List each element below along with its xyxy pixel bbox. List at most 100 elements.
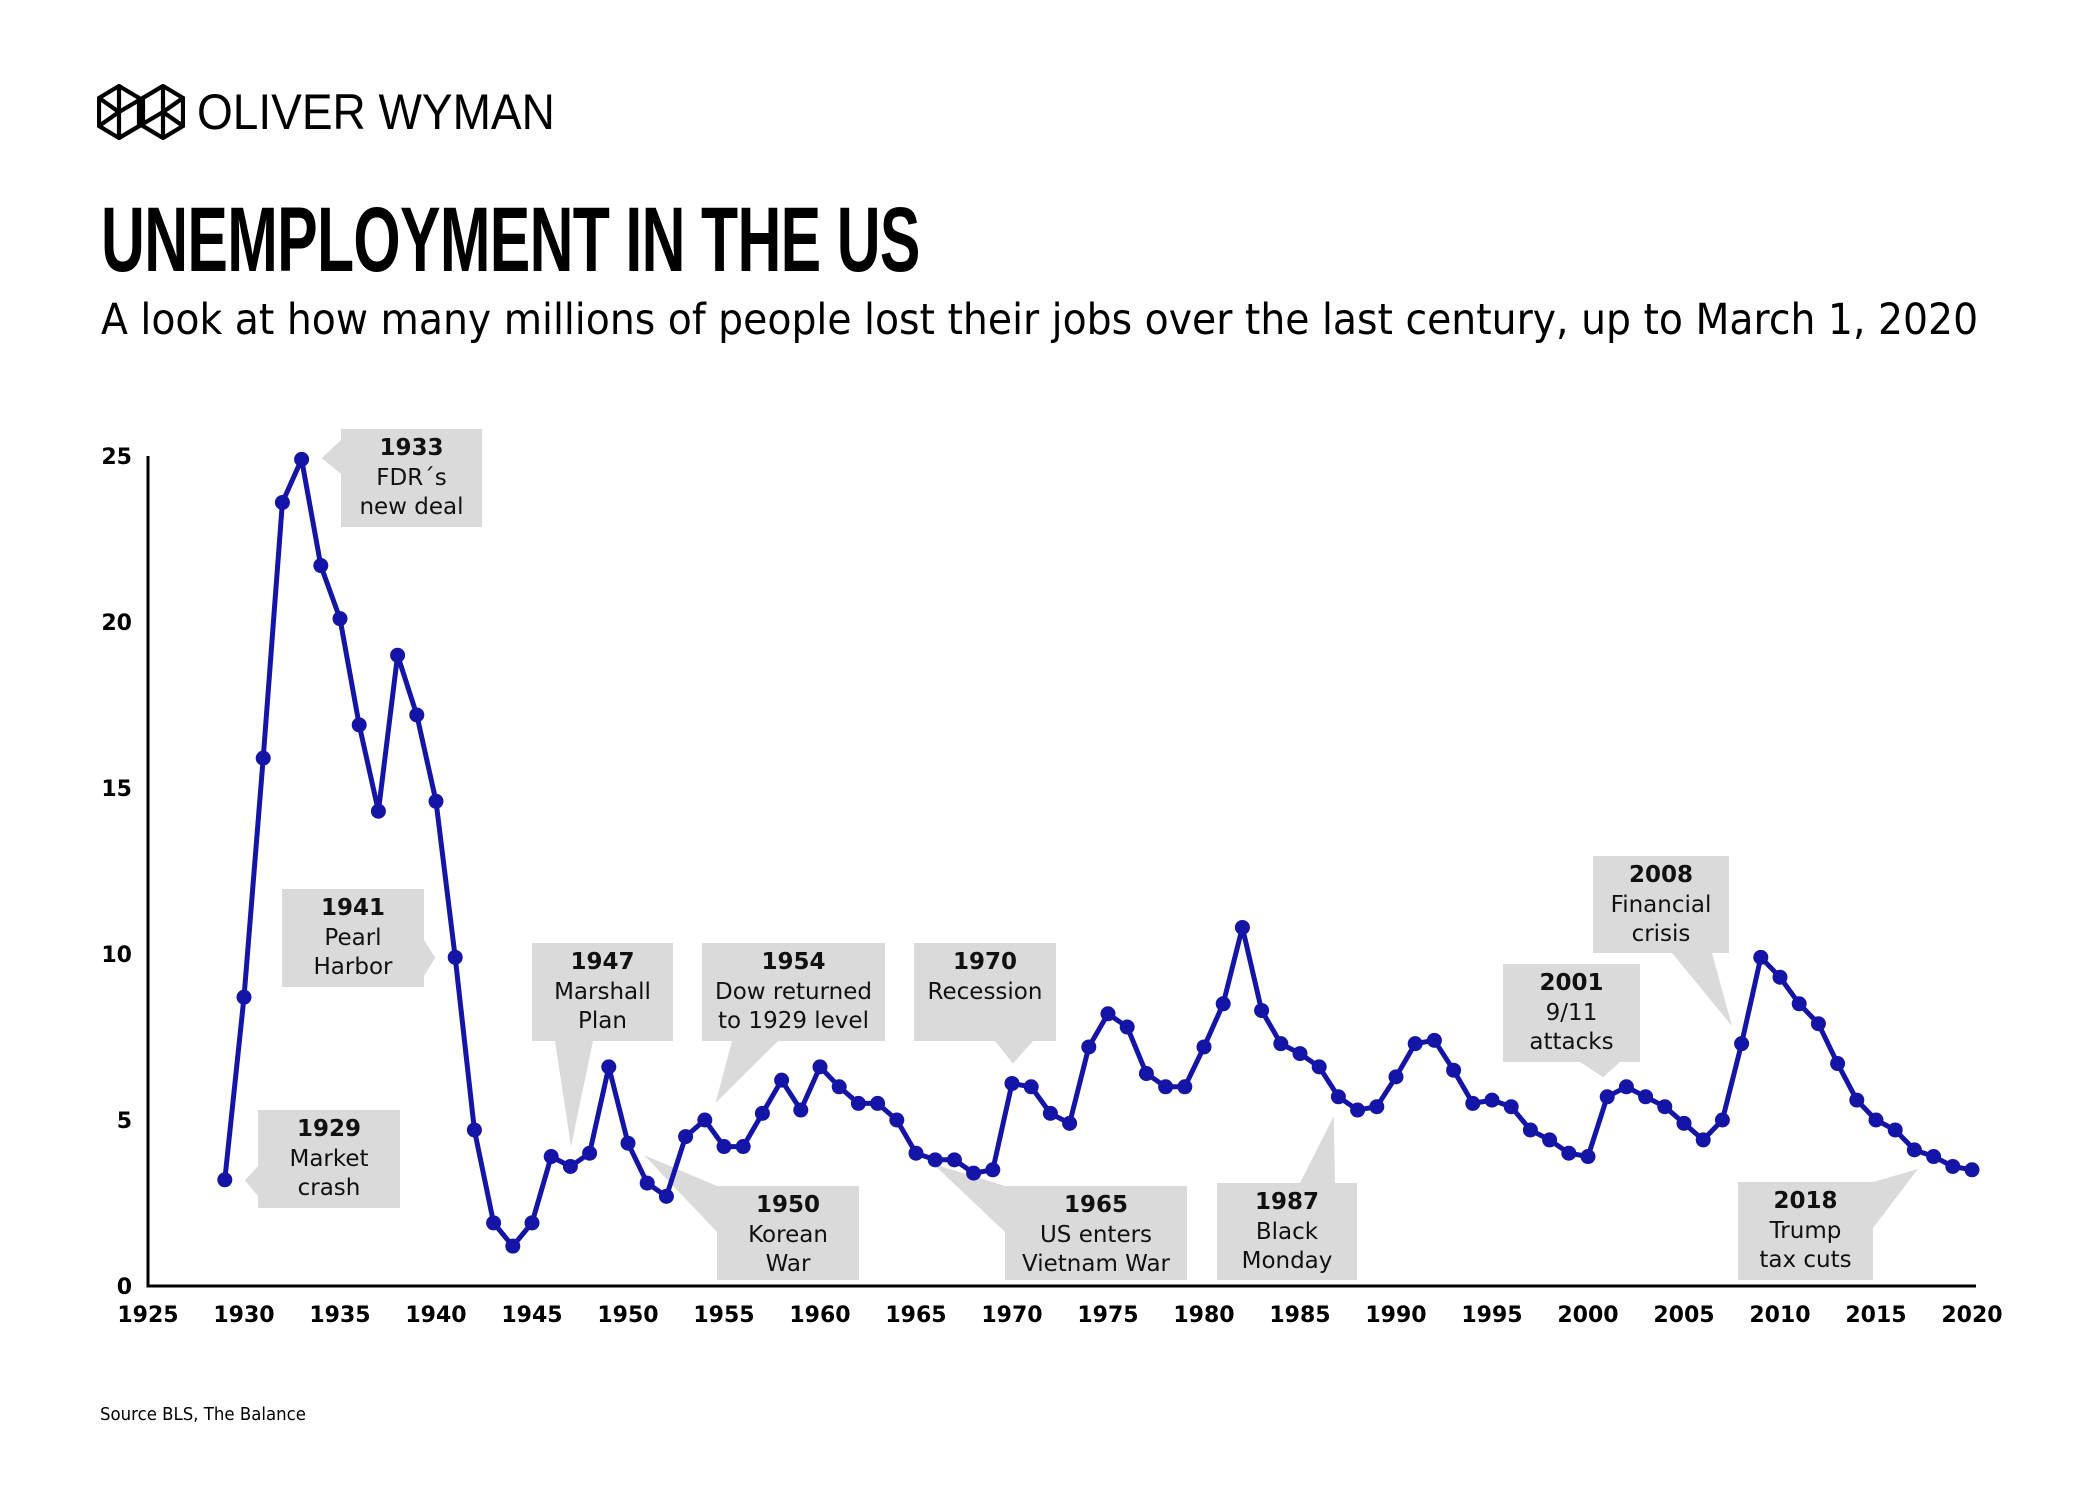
callout-pointer xyxy=(1873,1169,1918,1228)
data-point-1951 xyxy=(639,1175,655,1191)
data-point-2011 xyxy=(1791,996,1807,1012)
x-tick-label: 2000 xyxy=(1557,1303,1618,1328)
data-point-1997 xyxy=(1522,1122,1538,1138)
callout-label: Monday xyxy=(1242,1248,1333,1274)
data-point-2017 xyxy=(1906,1142,1922,1158)
data-point-2009 xyxy=(1753,949,1769,965)
data-point-1985 xyxy=(1292,1046,1308,1062)
data-point-1957 xyxy=(754,1105,770,1121)
data-point-1972 xyxy=(1042,1105,1058,1121)
oliver-wyman-hexagon-logo-icon xyxy=(97,84,185,140)
y-tick-label: 10 xyxy=(101,943,132,968)
x-tick-label: 1935 xyxy=(309,1303,370,1328)
data-point-1965 xyxy=(908,1145,924,1161)
data-point-1970 xyxy=(1004,1075,1020,1091)
data-point-2004 xyxy=(1657,1099,1673,1115)
data-point-1988 xyxy=(1350,1102,1366,1118)
data-point-1937 xyxy=(370,803,386,819)
source-note: Source BLS, The Balance xyxy=(100,1404,306,1425)
data-point-1975 xyxy=(1100,1006,1116,1022)
data-point-1952 xyxy=(658,1188,674,1204)
y-tick-label: 0 xyxy=(117,1275,132,1300)
x-tick-label: 1960 xyxy=(789,1303,850,1328)
callout-label: crisis xyxy=(1632,921,1691,947)
axes: 0 5 10 15 20 25 1925 1930 1935 1940 1945 1950 1955 19… xyxy=(101,445,2002,1328)
data-point-1935 xyxy=(332,611,348,627)
callout-2001: 2001 9/11 attacks xyxy=(1503,964,1640,1078)
callout-year: 2018 xyxy=(1773,1188,1837,1214)
data-point-1939 xyxy=(409,707,425,723)
callout-pointer xyxy=(1580,1062,1620,1078)
data-point-1941 xyxy=(447,949,463,965)
data-point-1948 xyxy=(582,1145,598,1161)
callout-1947: 1947 Marshall Plan xyxy=(532,943,673,1147)
callout-pointer xyxy=(932,1163,1005,1232)
data-point-2019 xyxy=(1945,1158,1961,1174)
callout-label: Dow returned xyxy=(715,979,872,1005)
callout-label: War xyxy=(766,1251,811,1277)
data-point-1967 xyxy=(946,1152,962,1168)
callout-year: 1965 xyxy=(1064,1192,1128,1218)
data-point-1989 xyxy=(1369,1099,1385,1115)
data-point-1993 xyxy=(1446,1062,1462,1078)
brand-logo: OLIVER WYMAN xyxy=(97,84,586,140)
data-point-2003 xyxy=(1638,1089,1654,1105)
data-point-1999 xyxy=(1561,1145,1577,1161)
data-point-1968 xyxy=(966,1165,982,1181)
data-point-1984 xyxy=(1273,1036,1289,1052)
callout-label: attacks xyxy=(1529,1029,1613,1055)
data-point-1940 xyxy=(428,793,444,809)
data-point-1961 xyxy=(831,1079,847,1095)
data-point-1945 xyxy=(524,1215,540,1231)
data-point-1994 xyxy=(1465,1095,1481,1111)
data-point-1932 xyxy=(274,494,290,510)
callout-1950: 1950 Korean War xyxy=(644,1155,859,1280)
x-tick-label: 1985 xyxy=(1269,1303,1330,1328)
data-point-2010 xyxy=(1772,969,1788,985)
x-tick-label: 2010 xyxy=(1749,1303,1810,1328)
data-point-1959 xyxy=(793,1102,809,1118)
data-point-1981 xyxy=(1215,996,1231,1012)
callout-year: 1941 xyxy=(321,895,385,921)
callout-box xyxy=(341,429,482,527)
data-point-2013 xyxy=(1830,1056,1846,1072)
data-point-1956 xyxy=(735,1139,751,1155)
data-point-1929 xyxy=(217,1172,233,1188)
callout-box xyxy=(1593,856,1729,953)
data-point-1992 xyxy=(1426,1032,1442,1048)
callout-box xyxy=(1217,1183,1357,1280)
data-point-1930 xyxy=(236,989,252,1005)
callout-2008: 2008 Financial crisis xyxy=(1593,856,1732,1027)
callout-year: 1954 xyxy=(761,949,825,975)
callout-year: 1950 xyxy=(756,1192,820,1218)
data-point-1962 xyxy=(850,1095,866,1111)
callout-pointer xyxy=(644,1155,717,1232)
callout-label: to 1929 level xyxy=(718,1008,869,1034)
data-point-2001 xyxy=(1599,1089,1615,1105)
data-point-2006 xyxy=(1695,1132,1711,1148)
data-point-1931 xyxy=(255,750,271,766)
x-tick-label: 1965 xyxy=(885,1303,946,1328)
callout-year: 1970 xyxy=(953,949,1017,975)
callout-pointer xyxy=(555,1041,593,1147)
callout-box xyxy=(702,943,885,1041)
callout-label: Harbor xyxy=(314,954,394,980)
x-tick-label: 1970 xyxy=(981,1303,1042,1328)
x-tick-label: 1975 xyxy=(1077,1303,1138,1328)
data-point-1949 xyxy=(601,1059,617,1075)
data-point-1973 xyxy=(1062,1115,1078,1131)
data-point-1953 xyxy=(678,1129,694,1145)
callout-label: Trump xyxy=(1769,1218,1842,1244)
x-tick-label: 1950 xyxy=(597,1303,658,1328)
data-point-1954 xyxy=(697,1112,713,1128)
callout-label: Financial xyxy=(1611,892,1712,918)
y-tick-label: 15 xyxy=(101,777,132,802)
callout-label: Pearl xyxy=(324,925,381,951)
data-point-2005 xyxy=(1676,1115,1692,1131)
data-point-1944 xyxy=(505,1238,521,1254)
data-point-2008 xyxy=(1734,1036,1750,1052)
y-tick-label: 5 xyxy=(117,1109,132,1134)
callout-box xyxy=(1503,964,1640,1062)
x-tick-label: 1990 xyxy=(1365,1303,1426,1328)
data-point-1998 xyxy=(1542,1132,1558,1148)
